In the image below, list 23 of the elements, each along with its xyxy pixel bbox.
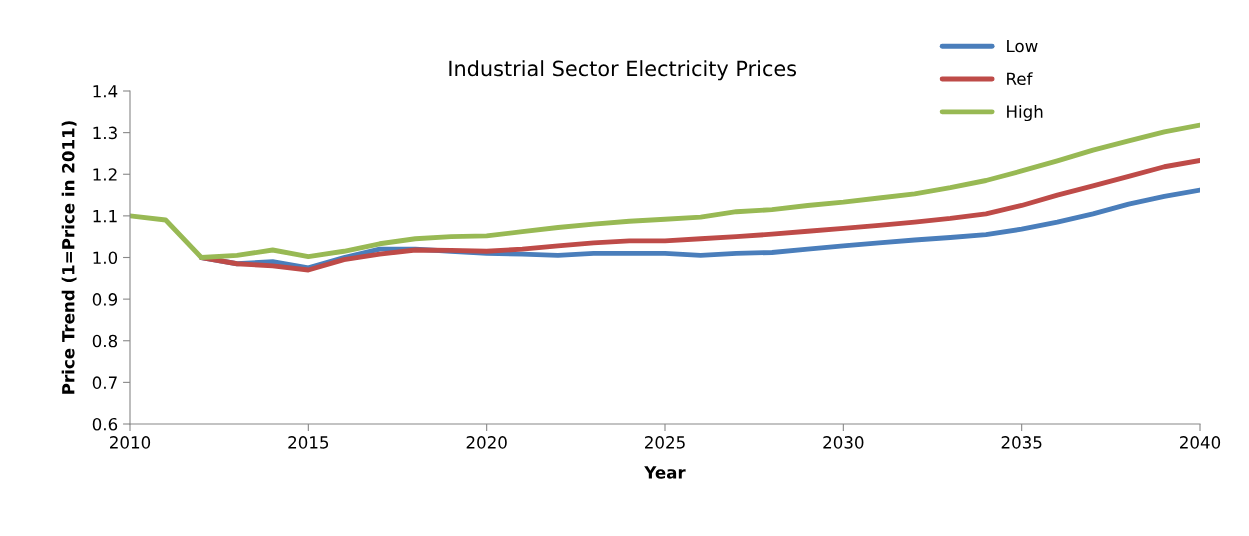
y-tick-label: 0.8 <box>92 334 118 348</box>
x-tick-label: 2010 <box>110 436 151 449</box>
y-tick-label: 0.7 <box>92 376 117 389</box>
line-series <box>130 122 1200 260</box>
legend-label: High <box>1007 104 1043 122</box>
y-tick-label: 1.3 <box>93 126 117 140</box>
y-tick-label: 0.6 <box>92 417 118 431</box>
y-tick-label: 1.4 <box>93 85 118 98</box>
x-tick-label: 2030 <box>823 436 864 449</box>
y-tick-label: 1.2 <box>93 168 117 181</box>
x-tick-label: 2020 <box>466 436 507 449</box>
x-tick-label: 2040 <box>1180 436 1221 449</box>
y-axis-title: Price Trend (1=Price in 2011) <box>61 121 77 394</box>
legend-label: Ref <box>1007 72 1033 86</box>
y-tick-label: 1.0 <box>93 251 118 265</box>
y-tick-label: 0.9 <box>92 293 118 306</box>
x-axis-title: Year <box>644 466 686 479</box>
legend-label: Low <box>1007 39 1038 53</box>
x-tick-label: 2025 <box>645 436 685 449</box>
x-tick-label: 2015 <box>288 436 329 449</box>
x-tick-label: 2035 <box>1001 436 1042 449</box>
y-tick-label: 1.1 <box>93 210 117 223</box>
chart-title: Industrial Sector Electricity Prices <box>449 60 797 81</box>
